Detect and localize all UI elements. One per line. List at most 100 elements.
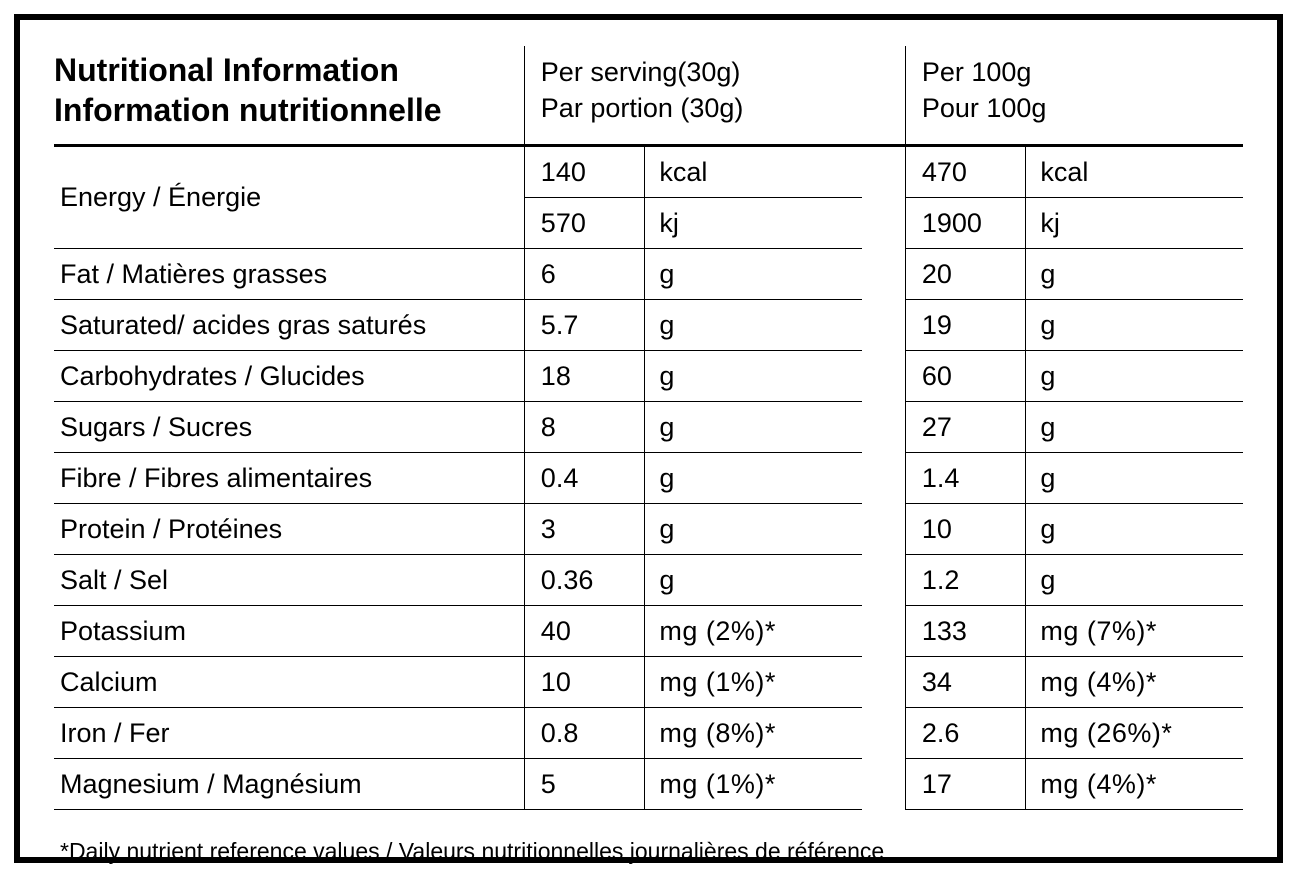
header-title: Nutritional Information Information nutr… bbox=[54, 46, 524, 144]
gap-fibre bbox=[862, 453, 905, 504]
footnote: *Daily nutrient reference values / Valeu… bbox=[54, 810, 1243, 865]
magnesium-serving-unit: mg (1%)* bbox=[645, 759, 862, 810]
label-protein: Protein / Protéines bbox=[54, 504, 524, 555]
gap-salt bbox=[862, 555, 905, 606]
row-carbs: Carbohydrates / Glucides 18 g 60 g bbox=[54, 351, 1243, 402]
label-saturated: Saturated/ acides gras saturés bbox=[54, 300, 524, 351]
label-iron: Iron / Fer bbox=[54, 708, 524, 759]
nutrition-panel: Nutritional Information Information nutr… bbox=[0, 0, 1297, 877]
row-salt: Salt / Sel 0.36 g 1.2 g bbox=[54, 555, 1243, 606]
row-energy-kcal: Energy / Énergie 140 kcal 470 kcal bbox=[54, 146, 1243, 198]
protein-100g-value: 10 bbox=[905, 504, 1026, 555]
energy-kj-100g-value: 1900 bbox=[905, 198, 1026, 249]
sugars-100g-value: 27 bbox=[905, 402, 1026, 453]
calcium-100g-value: 34 bbox=[905, 657, 1026, 708]
energy-kcal-100g-value: 470 bbox=[905, 146, 1026, 198]
saturated-serving-unit: g bbox=[645, 300, 862, 351]
sugars-serving-value: 8 bbox=[524, 402, 645, 453]
row-magnesium: Magnesium / Magnésium 5 mg (1%)* 17 mg (… bbox=[54, 759, 1243, 810]
energy-kcal-100g-unit: kcal bbox=[1026, 146, 1243, 198]
label-calcium: Calcium bbox=[54, 657, 524, 708]
carbs-100g-value: 60 bbox=[905, 351, 1026, 402]
fibre-100g-value: 1.4 bbox=[905, 453, 1026, 504]
label-energy: Energy / Énergie bbox=[54, 146, 524, 249]
label-potassium: Potassium bbox=[54, 606, 524, 657]
gap-potassium bbox=[862, 606, 905, 657]
gap-carbs bbox=[862, 351, 905, 402]
iron-100g-unit: mg (26%)* bbox=[1026, 708, 1243, 759]
gap-saturated bbox=[862, 300, 905, 351]
header-col-100g-en: Per 100g bbox=[922, 57, 1032, 87]
gap-iron bbox=[862, 708, 905, 759]
gap-fat bbox=[862, 249, 905, 300]
header-col-serving-fr: Par portion (30g) bbox=[541, 93, 744, 123]
sugars-serving-unit: g bbox=[645, 402, 862, 453]
iron-serving-unit: mg (8%)* bbox=[645, 708, 862, 759]
header-gap bbox=[862, 46, 905, 144]
iron-serving-value: 0.8 bbox=[524, 708, 645, 759]
salt-serving-unit: g bbox=[645, 555, 862, 606]
row-sugars: Sugars / Sucres 8 g 27 g bbox=[54, 402, 1243, 453]
energy-kcal-serving-unit: kcal bbox=[645, 146, 862, 198]
fat-serving-unit: g bbox=[645, 249, 862, 300]
table-header-row: Nutritional Information Information nutr… bbox=[54, 46, 1243, 144]
saturated-serving-value: 5.7 bbox=[524, 300, 645, 351]
gap-sugars bbox=[862, 402, 905, 453]
fibre-100g-unit: g bbox=[1026, 453, 1243, 504]
fibre-serving-unit: g bbox=[645, 453, 862, 504]
label-magnesium: Magnesium / Magnésium bbox=[54, 759, 524, 810]
label-carbs: Carbohydrates / Glucides bbox=[54, 351, 524, 402]
saturated-100g-unit: g bbox=[1026, 300, 1243, 351]
nutrition-frame: Nutritional Information Information nutr… bbox=[14, 14, 1283, 863]
header-title-en: Nutritional Information bbox=[54, 52, 399, 88]
label-fibre: Fibre / Fibres alimentaires bbox=[54, 453, 524, 504]
potassium-100g-unit: mg (7%)* bbox=[1026, 606, 1243, 657]
gap-energy bbox=[862, 146, 905, 249]
gap-magnesium bbox=[862, 759, 905, 810]
fat-serving-value: 6 bbox=[524, 249, 645, 300]
header-title-fr: Information nutritionnelle bbox=[54, 92, 442, 128]
energy-kj-serving-unit: kj bbox=[645, 198, 862, 249]
gap-calcium bbox=[862, 657, 905, 708]
row-protein: Protein / Protéines 3 g 10 g bbox=[54, 504, 1243, 555]
protein-100g-unit: g bbox=[1026, 504, 1243, 555]
energy-kj-serving-value: 570 bbox=[524, 198, 645, 249]
protein-serving-unit: g bbox=[645, 504, 862, 555]
magnesium-100g-value: 17 bbox=[905, 759, 1026, 810]
potassium-100g-value: 133 bbox=[905, 606, 1026, 657]
row-potassium: Potassium 40 mg (2%)* 133 mg (7%)* bbox=[54, 606, 1243, 657]
fibre-serving-value: 0.4 bbox=[524, 453, 645, 504]
potassium-serving-unit: mg (2%)* bbox=[645, 606, 862, 657]
magnesium-100g-unit: mg (4%)* bbox=[1026, 759, 1243, 810]
carbs-serving-unit: g bbox=[645, 351, 862, 402]
label-fat: Fat / Matières grasses bbox=[54, 249, 524, 300]
carbs-serving-value: 18 bbox=[524, 351, 645, 402]
header-col-serving-en: Per serving(30g) bbox=[541, 57, 741, 87]
row-fibre: Fibre / Fibres alimentaires 0.4 g 1.4 g bbox=[54, 453, 1243, 504]
row-iron: Iron / Fer 0.8 mg (8%)* 2.6 mg (26%)* bbox=[54, 708, 1243, 759]
protein-serving-value: 3 bbox=[524, 504, 645, 555]
fat-100g-value: 20 bbox=[905, 249, 1026, 300]
energy-kj-100g-unit: kj bbox=[1026, 198, 1243, 249]
iron-100g-value: 2.6 bbox=[905, 708, 1026, 759]
label-salt: Salt / Sel bbox=[54, 555, 524, 606]
energy-kcal-serving-value: 140 bbox=[524, 146, 645, 198]
carbs-100g-unit: g bbox=[1026, 351, 1243, 402]
saturated-100g-value: 19 bbox=[905, 300, 1026, 351]
gap-protein bbox=[862, 504, 905, 555]
calcium-100g-unit: mg (4%)* bbox=[1026, 657, 1243, 708]
fat-100g-unit: g bbox=[1026, 249, 1243, 300]
row-saturated: Saturated/ acides gras saturés 5.7 g 19 … bbox=[54, 300, 1243, 351]
salt-100g-value: 1.2 bbox=[905, 555, 1026, 606]
sugars-100g-unit: g bbox=[1026, 402, 1243, 453]
potassium-serving-value: 40 bbox=[524, 606, 645, 657]
calcium-serving-value: 10 bbox=[524, 657, 645, 708]
row-calcium: Calcium 10 mg (1%)* 34 mg (4%)* bbox=[54, 657, 1243, 708]
header-col-serving: Per serving(30g) Par portion (30g) bbox=[524, 46, 862, 144]
header-col-100g: Per 100g Pour 100g bbox=[905, 46, 1243, 144]
magnesium-serving-value: 5 bbox=[524, 759, 645, 810]
nutrition-table: Nutritional Information Information nutr… bbox=[54, 46, 1243, 810]
salt-100g-unit: g bbox=[1026, 555, 1243, 606]
calcium-serving-unit: mg (1%)* bbox=[645, 657, 862, 708]
header-col-100g-fr: Pour 100g bbox=[922, 93, 1047, 123]
